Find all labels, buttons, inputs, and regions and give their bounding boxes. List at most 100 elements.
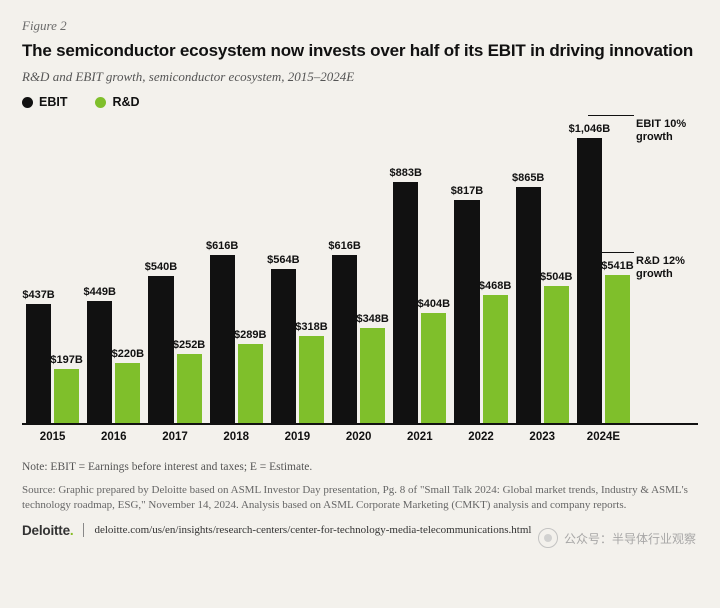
legend-label-rd: R&D bbox=[112, 95, 139, 109]
legend-swatch-rd bbox=[95, 97, 106, 108]
bar-fill bbox=[393, 182, 418, 423]
bar-fill bbox=[577, 138, 602, 423]
x-tick-label: 2016 bbox=[87, 431, 140, 443]
x-tick-label: 2023 bbox=[516, 431, 569, 443]
bar-ebit: $865B bbox=[516, 187, 541, 423]
bar-value-label: $252B bbox=[173, 339, 205, 351]
annotation-text: R&D 12% bbox=[636, 255, 698, 268]
bar-rd: $220B bbox=[115, 363, 140, 423]
bar-value-label: $318B bbox=[295, 321, 327, 333]
annotation-text: growth bbox=[636, 131, 698, 144]
bar-group: $616B$289B bbox=[210, 255, 263, 423]
annotation-text: EBIT 10% bbox=[636, 118, 698, 131]
bar-rd: $404B bbox=[421, 313, 446, 423]
bar-fill bbox=[605, 275, 630, 423]
x-axis-labels: 2015201620172018201920202021202220232024… bbox=[22, 425, 698, 443]
bar-value-label: $289B bbox=[234, 329, 266, 341]
bar-ebit: $883B bbox=[393, 182, 418, 423]
bar-group: $865B$504B bbox=[516, 187, 569, 423]
footer-divider bbox=[83, 523, 84, 537]
bar-fill bbox=[115, 363, 140, 423]
bar-value-label: $616B bbox=[328, 240, 360, 252]
bar-fill bbox=[54, 369, 79, 423]
x-tick-label: 2021 bbox=[393, 431, 446, 443]
bar-ebit: $616B bbox=[332, 255, 357, 423]
bar-fill bbox=[271, 269, 296, 423]
bar-fill bbox=[26, 304, 51, 423]
legend-swatch-ebit bbox=[22, 97, 33, 108]
bar-value-label: $220B bbox=[112, 348, 144, 360]
watermark-icon bbox=[538, 528, 558, 548]
watermark: 公众号：半导体行业观察 bbox=[538, 528, 696, 548]
bar-group: $437B$197B bbox=[26, 304, 79, 423]
x-tick-label: 2020 bbox=[332, 431, 385, 443]
bar-group: $449B$220B bbox=[87, 301, 140, 423]
bar-value-label: $348B bbox=[356, 313, 388, 325]
bar-group: $817B$468B bbox=[454, 200, 507, 423]
bar-value-label: $616B bbox=[206, 240, 238, 252]
bar-fill bbox=[483, 295, 508, 423]
bar-ebit: $1,046B bbox=[577, 138, 602, 423]
annotation-leader-line bbox=[588, 115, 634, 116]
bar-value-label: $540B bbox=[145, 261, 177, 273]
bar-ebit: $449B bbox=[87, 301, 112, 423]
bar-rd: $318B bbox=[299, 336, 324, 423]
bar-ebit: $437B bbox=[26, 304, 51, 423]
chart-title: The semiconductor ecosystem now invests … bbox=[22, 40, 698, 61]
annotation-leader-line bbox=[588, 252, 634, 253]
x-tick-label: 2019 bbox=[271, 431, 324, 443]
bar-group: $540B$252B bbox=[148, 276, 201, 423]
plot-area: $437B$197B$449B$220B$540B$252B$616B$289B… bbox=[22, 113, 698, 425]
bar-ebit: $616B bbox=[210, 255, 235, 423]
bar-value-label: $564B bbox=[267, 254, 299, 266]
bar-fill bbox=[177, 354, 202, 423]
chart-subtitle: R&D and EBIT growth, semiconductor ecosy… bbox=[22, 69, 698, 85]
bar-fill bbox=[87, 301, 112, 423]
bar-fill bbox=[210, 255, 235, 423]
bar-value-label: $197B bbox=[50, 354, 82, 366]
legend: EBIT R&D bbox=[22, 95, 698, 109]
bar-fill bbox=[516, 187, 541, 423]
bar-fill bbox=[332, 255, 357, 423]
legend-item-rd: R&D bbox=[95, 95, 139, 109]
bar-chart: $437B$197B$449B$220B$540B$252B$616B$289B… bbox=[22, 113, 698, 443]
annotation: EBIT 10%growth bbox=[636, 115, 698, 144]
watermark-text: 公众号：半导体行业观察 bbox=[564, 530, 696, 547]
bar-rd: $468B bbox=[483, 295, 508, 423]
bar-value-label: $449B bbox=[84, 286, 116, 298]
bar-value-label: $1,046B bbox=[569, 123, 611, 135]
figure-label: Figure 2 bbox=[22, 18, 698, 34]
bar-group: $564B$318B bbox=[271, 269, 324, 423]
bar-value-label: $468B bbox=[479, 280, 511, 292]
bar-group: $616B$348B bbox=[332, 255, 385, 423]
bar-value-label: $883B bbox=[390, 167, 422, 179]
bar-fill bbox=[421, 313, 446, 423]
footer-url: deloitte.com/us/en/insights/research-cen… bbox=[94, 524, 531, 536]
bar-value-label: $437B bbox=[22, 289, 54, 301]
bar-fill bbox=[148, 276, 173, 423]
chart-note: Note: EBIT = Earnings before interest an… bbox=[22, 461, 698, 473]
bar-fill bbox=[299, 336, 324, 423]
bar-ebit: $817B bbox=[454, 200, 479, 423]
bar-rd: $541B bbox=[605, 275, 630, 423]
legend-item-ebit: EBIT bbox=[22, 95, 67, 109]
annotation-text: growth bbox=[636, 268, 698, 281]
bar-rd: $289B bbox=[238, 344, 263, 423]
x-tick-label: 2018 bbox=[210, 431, 263, 443]
bar-fill bbox=[360, 328, 385, 423]
bar-value-label: $404B bbox=[418, 298, 450, 310]
bar-value-label: $865B bbox=[512, 172, 544, 184]
bar-value-label: $817B bbox=[451, 185, 483, 197]
brand-logo: Deloitte bbox=[22, 523, 73, 538]
annotation: R&D 12%growth bbox=[636, 252, 698, 281]
legend-label-ebit: EBIT bbox=[39, 95, 67, 109]
bar-value-label: $541B bbox=[601, 260, 633, 272]
bar-rd: $348B bbox=[360, 328, 385, 423]
bar-group: $1,046B$541B bbox=[577, 138, 630, 423]
bar-rd: $197B bbox=[54, 369, 79, 423]
x-tick-label: 2024E bbox=[577, 431, 630, 443]
x-tick-label: 2022 bbox=[454, 431, 507, 443]
x-tick-label: 2015 bbox=[26, 431, 79, 443]
bar-ebit: $540B bbox=[148, 276, 173, 423]
bar-fill bbox=[454, 200, 479, 423]
